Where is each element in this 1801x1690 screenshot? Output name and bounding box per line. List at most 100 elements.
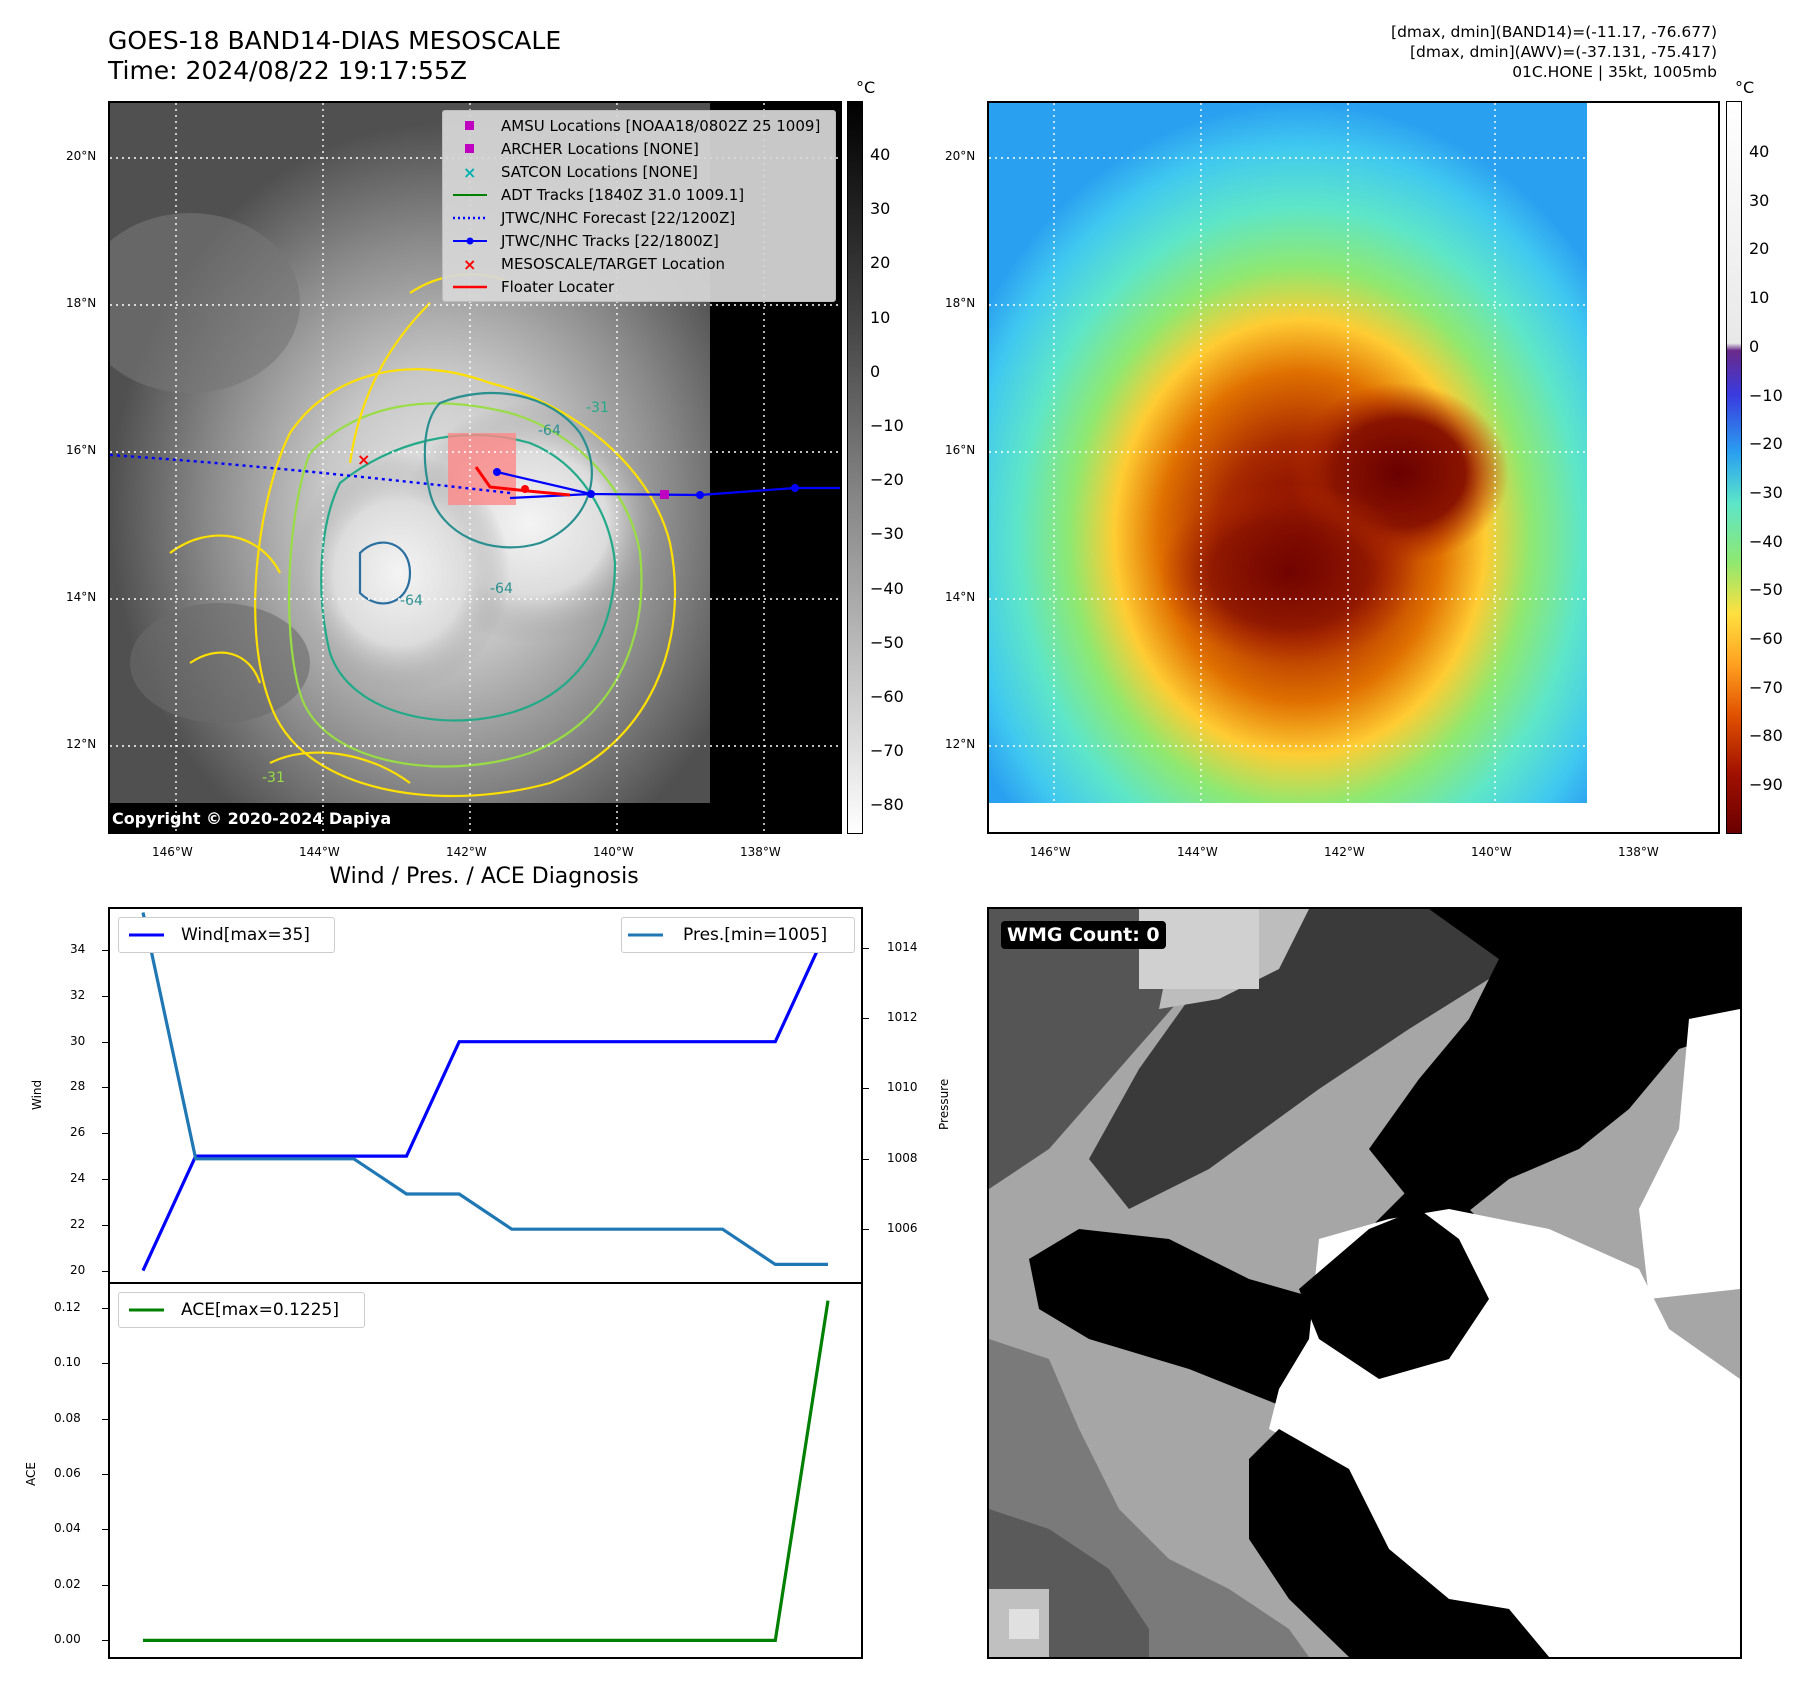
lon-label: 140°W [593, 845, 634, 859]
lat-label: 20°N [945, 149, 976, 163]
lat-label: 20°N [66, 149, 97, 163]
colorbar-band14 [847, 101, 863, 834]
colorbar-tick-label: 30 [870, 199, 891, 219]
lon-label: 138°W [1618, 845, 1659, 859]
lat-label: 12°N [66, 737, 97, 751]
lon-label: 144°W [1177, 845, 1218, 859]
pressure-tick-mark [863, 947, 869, 949]
wind-tick-mark [102, 1224, 108, 1226]
ace-tick-mark [102, 1584, 108, 1586]
colorbar-tick-label: −30 [1749, 482, 1783, 502]
wind-tick-mark [102, 1133, 108, 1135]
copyright: Copyright © 2020-2024 Dapiya [112, 809, 392, 828]
chart-time: Time: 2024/08/22 19:17:55Z [108, 56, 467, 85]
colorbar-tick-label: 10 [1749, 288, 1770, 308]
colorbar-tick-label: −20 [1749, 434, 1783, 454]
lat-label: 12°N [945, 737, 976, 751]
lon-label: 142°W [446, 845, 487, 859]
wind-tick-label: 32 [70, 987, 86, 1002]
ace-legend: ACE[max=0.1225] [118, 1292, 365, 1328]
lat-label: 16°N [66, 443, 97, 457]
wind-pressure-chart: Wind[max=35] Pres.[min=1005] [108, 907, 863, 1284]
contour-label: -64 [538, 423, 561, 439]
colorbar-unit: °C [1735, 78, 1755, 97]
ace-tick-label: 0.10 [54, 1355, 81, 1370]
colorbar-tick-label: 30 [1749, 190, 1770, 210]
pressure-tick-mark [863, 1088, 869, 1090]
pressure-legend: Pres.[min=1005] [621, 917, 855, 953]
wind-tick-label: 26 [70, 1125, 86, 1140]
lon-label: 144°W [299, 845, 340, 859]
wind-tick-label: 34 [70, 942, 86, 957]
pressure-axis-label: Pressure [937, 1078, 951, 1130]
ace-tick-label: 0.08 [54, 1410, 81, 1425]
pressure-tick-label: 1010 [887, 1080, 918, 1095]
colorbar-tick-label: 20 [1749, 239, 1770, 259]
colorbar-tick-label: −60 [1749, 629, 1783, 648]
ace-tick-label: 0.06 [54, 1465, 81, 1480]
wind-tick-mark [102, 1270, 108, 1272]
ace-series-line [143, 1300, 830, 1642]
pressure-tick-mark [863, 1229, 869, 1231]
colorbar-tick-label: 40 [870, 145, 891, 164]
awv-map [987, 101, 1720, 834]
pressure-tick-label: 1008 [887, 1150, 918, 1165]
colorbar-unit: °C [856, 78, 876, 97]
info-storm: 01C.HONE | 35kt, 1005mb [1512, 63, 1717, 81]
ace-tick-label: 0.00 [54, 1632, 81, 1647]
colorbar-tick-label: −20 [870, 470, 904, 490]
lon-label: 146°W [152, 845, 193, 859]
colorbar-tick-label: −80 [870, 795, 904, 815]
wmg-imagery [989, 909, 1740, 1657]
lon-label: 142°W [1324, 845, 1365, 859]
ace-tick-mark [102, 1473, 108, 1475]
wind-tick-label: 30 [70, 1033, 86, 1048]
colorbar-tick-label: 0 [870, 361, 881, 381]
wind-legend: Wind[max=35] [118, 917, 335, 953]
colorbar-tick-label: −30 [870, 524, 904, 544]
colorbar-tick-label: −80 [1749, 726, 1783, 746]
lat-label: 14°N [945, 590, 976, 604]
ace-tick-mark [102, 1307, 108, 1309]
wind-tick-mark [102, 1087, 108, 1089]
diagnosis-title: Wind / Pres. / ACE Diagnosis [329, 864, 639, 889]
contour-label: -31 [262, 770, 285, 786]
colorbar-tick-label: 20 [870, 253, 891, 273]
lat-label: 16°N [945, 443, 976, 457]
contour-label: -64 [400, 593, 423, 609]
wind-tick-mark [102, 950, 108, 952]
colorbar-awv [1726, 101, 1742, 834]
colorbar-tick-label: −50 [870, 632, 904, 652]
wind-series-line [141, 926, 830, 1272]
band14-map: × -64 -31 -64 -64 -31 Copyright © 2020-2… [108, 101, 842, 834]
wmg-count-badge: WMG Count: 0 [1001, 921, 1166, 949]
ace-tick-label: 0.04 [54, 1521, 81, 1536]
wind-tick-mark [102, 995, 108, 997]
awv-imagery [989, 103, 1718, 832]
pressure-tick-label: 1014 [887, 939, 918, 954]
ace-tick-label: 0.12 [54, 1299, 81, 1314]
colorbar-tick-label: −40 [1749, 531, 1783, 551]
lat-label: 18°N [66, 296, 97, 310]
colorbar-tick-label: −70 [1749, 677, 1783, 697]
ace-tick-mark [102, 1640, 108, 1642]
colorbar-tick-label: −10 [870, 416, 904, 435]
lon-label: 140°W [1471, 845, 1512, 859]
pressure-tick-mark [863, 1158, 869, 1160]
wind-pressure-plot [141, 912, 830, 1272]
svg-text:×: × [463, 163, 476, 182]
contour-label: -64 [490, 581, 513, 597]
lat-label: 14°N [66, 590, 97, 604]
contour-label: -31 [586, 400, 609, 416]
colorbar-tick-label: −50 [1749, 580, 1783, 600]
pressure-tick-label: 1012 [887, 1010, 918, 1025]
wmg-panel: WMG Count: 0 [987, 907, 1742, 1659]
svg-text:×: × [357, 450, 370, 469]
ace-tick-mark [102, 1363, 108, 1365]
lon-label: 146°W [1030, 845, 1071, 859]
wind-tick-label: 28 [70, 1079, 86, 1094]
ace-tick-mark [102, 1418, 108, 1420]
colorbar-tick-label: −40 [870, 578, 904, 598]
wind-axis-label: Wind [30, 1079, 44, 1110]
colorbar-tick-label: −70 [870, 741, 904, 761]
